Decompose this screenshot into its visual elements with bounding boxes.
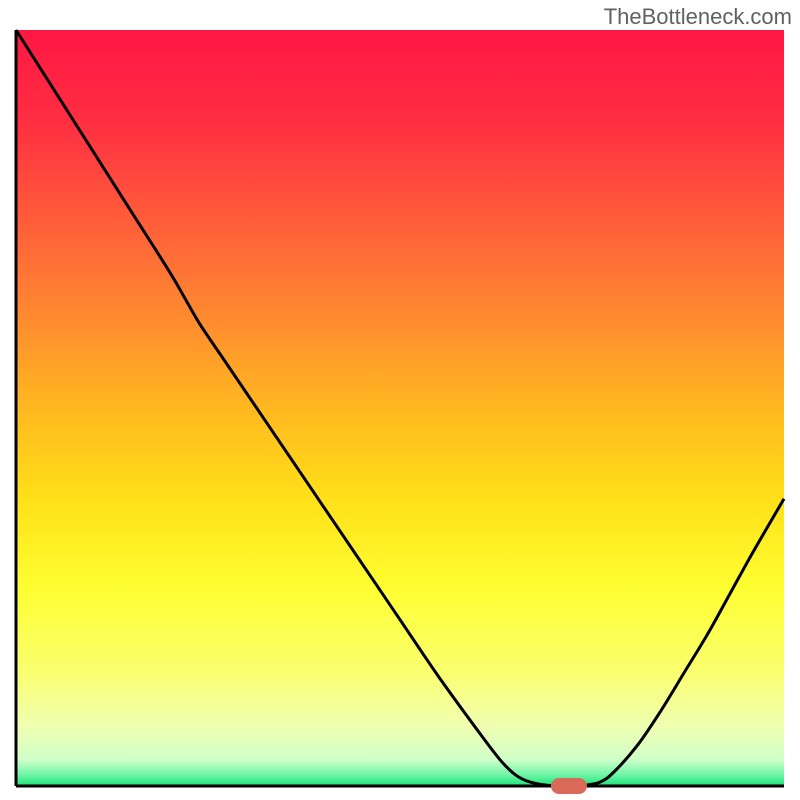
watermark-text: TheBottleneck.com xyxy=(604,4,792,30)
bottleneck-chart xyxy=(0,0,800,800)
chart-background-gradient xyxy=(16,30,784,786)
optimum-marker xyxy=(551,778,587,794)
